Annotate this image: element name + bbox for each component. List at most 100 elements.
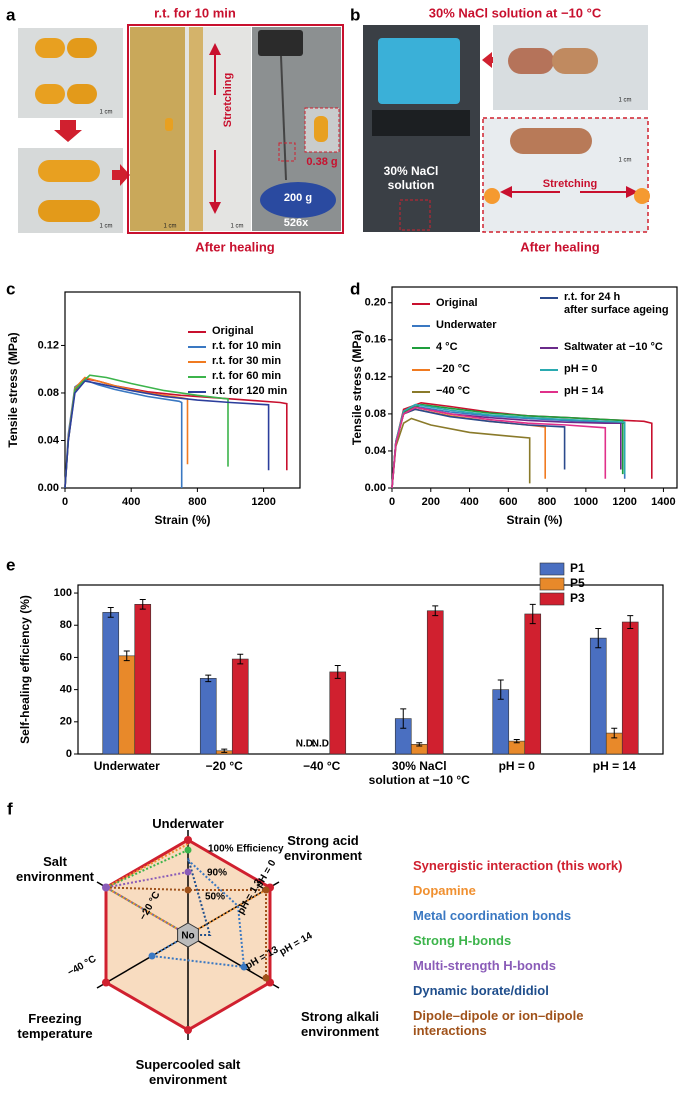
spoke (96, 934, 189, 989)
scale-bar-label: 1 cm (99, 110, 112, 116)
scale-label: 100% Efficiency (208, 844, 284, 855)
x-tick-label: 30% NaCl solution at −10 °C (368, 759, 470, 787)
point (262, 974, 270, 982)
sample (510, 128, 592, 154)
panel-label: f (7, 799, 13, 818)
arrow (112, 164, 130, 186)
y-tick-label: 80 (60, 619, 72, 631)
bar (621, 621, 639, 755)
bar (524, 613, 542, 755)
arrow (54, 120, 82, 142)
vertex (102, 883, 110, 892)
vertex (184, 1026, 192, 1034)
photo (130, 27, 185, 231)
legend-label: Saltwater at −10 °C (564, 341, 663, 353)
legend-label: r.t. for 24 h after surface ageing (564, 291, 669, 316)
x-tick-label: 1200 (612, 496, 636, 508)
markers (102, 836, 274, 1034)
x-tick-label: −40 °C (303, 759, 341, 773)
x-tick-label: 0 (389, 496, 395, 508)
panel-label: a (6, 5, 16, 24)
error-bar (611, 727, 618, 739)
y-tick-label: 0.00 (38, 482, 59, 494)
axis-label: Underwater (152, 816, 224, 831)
point (184, 868, 192, 876)
scale-bar-label: 1 cm (99, 224, 112, 230)
condition-label: −40 °C (66, 954, 98, 979)
legend-label: P5 (570, 576, 585, 590)
caption: After healing (520, 239, 600, 254)
solution-label: 30% NaCl solution (383, 164, 439, 192)
weight (260, 182, 336, 218)
legend-label: r.t. for 120 min (212, 385, 288, 397)
sample (165, 118, 173, 131)
clamp (634, 188, 650, 204)
sample (508, 48, 554, 74)
bar (118, 655, 136, 755)
panel-label: c (6, 279, 15, 298)
outline (187, 857, 212, 936)
axis-label: Supercooled salt environment (135, 1057, 241, 1087)
error-bar (123, 650, 130, 662)
error-bar (205, 674, 212, 683)
x-tick-label: 400 (122, 496, 140, 508)
panel-title: r.t. for 10 min (154, 5, 236, 20)
stretching-label: Stretching (543, 178, 597, 190)
sample (35, 38, 65, 58)
scale-bar-label: 1 cm (163, 224, 176, 230)
legend-label: Underwater (436, 319, 497, 331)
center-hexagon (177, 922, 199, 948)
error-bar (237, 653, 244, 665)
bar (329, 671, 347, 755)
error-bar (400, 708, 407, 729)
axis-label: Salt environment (15, 854, 94, 884)
bar (199, 678, 217, 755)
sample (38, 160, 100, 182)
legend-swatch (539, 592, 565, 606)
scale-label: 50% (205, 892, 225, 903)
legend-label: r.t. for 60 min (212, 370, 282, 382)
value-label: N.D. (296, 739, 316, 750)
scale-bar-label: 1 cm (230, 224, 243, 230)
panel-label: e (6, 555, 15, 574)
outline (103, 843, 267, 937)
x-tick-label: 1400 (651, 496, 675, 508)
chain (280, 55, 287, 181)
x-tick-label: pH = 0 (498, 759, 535, 773)
scale-bar-label: 1 cm (618, 158, 631, 164)
legend-label: Dynamic borate/didiol (413, 983, 549, 998)
legend-label: r.t. for 10 min (212, 340, 282, 352)
outline (103, 849, 189, 936)
plot-frame (77, 584, 664, 755)
device (372, 110, 470, 136)
y-tick-label: 0.12 (38, 339, 59, 351)
y-axis-label: Self-healing efficiency (%) (18, 595, 32, 744)
x-tick-label: 800 (538, 496, 556, 508)
legend-label: pH = 0 (564, 363, 598, 375)
sample (314, 116, 328, 142)
sample (38, 200, 100, 222)
x-tick-label: 200 (422, 496, 440, 508)
error-bar (107, 607, 114, 618)
outline (105, 886, 267, 978)
value-label: N.D. (312, 739, 332, 750)
x-tick-label: Underwater (93, 759, 160, 773)
point (148, 952, 156, 960)
highlight (278, 142, 296, 162)
scale-label: No (181, 931, 194, 942)
y-axis-label: Tensile stress (MPa) (350, 330, 364, 445)
highlight (399, 199, 431, 231)
legend-label: Dopamine (413, 883, 476, 898)
clamp (484, 188, 500, 204)
legend-label: Dipole–dipole or ion–dipole interactions (413, 1008, 584, 1038)
vertex (184, 836, 192, 844)
legend-label: P3 (570, 591, 585, 605)
data-line (391, 406, 607, 489)
magnification-label: 526x (284, 217, 309, 229)
error-bar (221, 748, 228, 753)
plot-frame (391, 286, 678, 489)
panel-b: b 30% NaCl solution at −10 °C 1 cm 1 cm … (350, 5, 650, 254)
data-line (391, 408, 547, 489)
legend-label: Synergistic interaction (this work) (413, 858, 623, 873)
